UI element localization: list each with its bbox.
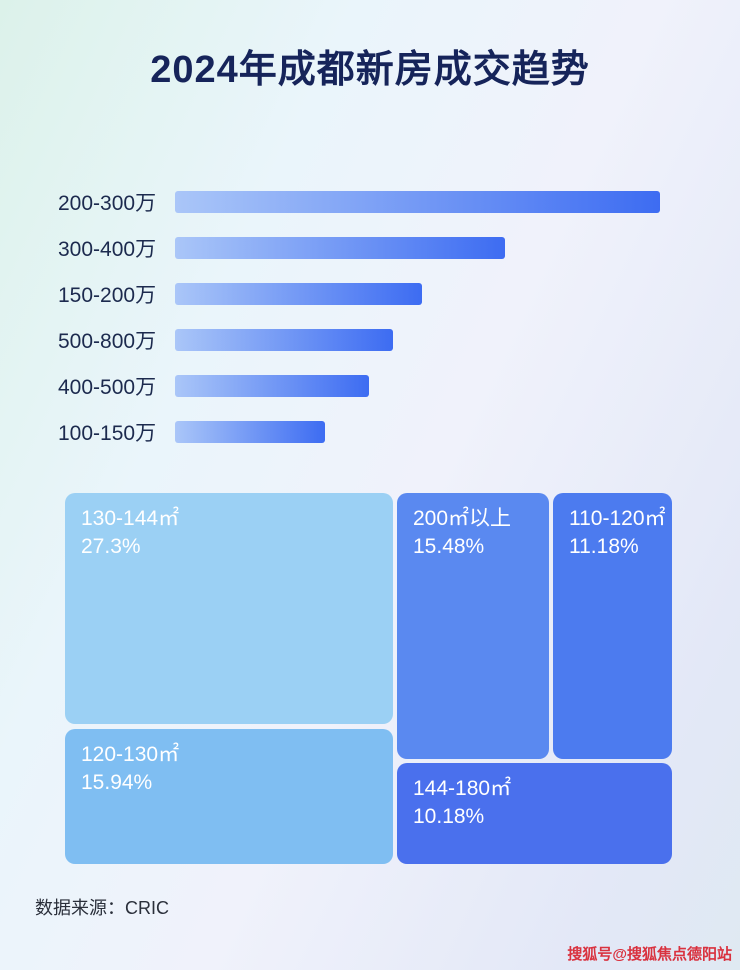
treemap-block: 110-120㎡ 11.18%: [553, 493, 672, 759]
treemap-block-label: 110-120㎡: [569, 507, 666, 530]
bar-fill: [175, 375, 369, 397]
bar-label: 200-300万: [58, 192, 157, 215]
bar-track: [175, 421, 660, 443]
bar-row: 150-200万: [58, 271, 740, 317]
bar-fill: [175, 329, 394, 351]
bar-label: 500-800万: [58, 330, 157, 353]
treemap-block: 200㎡以上 15.48%: [397, 493, 549, 759]
treemap-block-percent: 27.3%: [81, 535, 141, 559]
bar-label: 400-500万: [58, 376, 157, 399]
bar-row: 400-500万: [58, 363, 740, 409]
treemap-block-percent: 15.94%: [81, 771, 153, 795]
bar-track: [175, 283, 660, 305]
treemap-block: 120-130㎡ 15.94%: [65, 729, 393, 864]
treemap-block-percent: 11.18%: [569, 535, 639, 559]
treemap-block: 144-180㎡ 10.18%: [397, 763, 672, 864]
treemap-block-label: 130-144㎡: [81, 507, 180, 530]
treemap-block: 130-144㎡ 27.3%: [65, 493, 393, 724]
treemap-block-label: 200㎡以上: [413, 507, 512, 530]
bar-label: 100-150万: [58, 422, 157, 445]
bar-track: [175, 375, 660, 397]
data-source-label: 数据来源：CRIC: [35, 898, 169, 918]
area-treemap: 130-144㎡ 27.3% 200㎡以上 15.48% 110-120㎡ 11.18% 1…: [65, 493, 672, 864]
bar-track: [175, 191, 660, 213]
bar-row: 500-800万: [58, 317, 740, 363]
bar-row: 100-150万: [58, 409, 740, 455]
bar-track: [175, 329, 660, 351]
page-title: 2024年成都新房成交趋势: [150, 49, 590, 91]
bar-label: 300-400万: [58, 238, 157, 261]
bar-fill: [175, 283, 423, 305]
watermark-text: 搜狐号@搜狐焦点德阳站: [567, 946, 732, 963]
price-bar-chart: 200-300万 300-400万 150-200万 500-800万 400-500万…: [0, 179, 740, 455]
bar-fill: [175, 421, 326, 443]
bar-row: 300-400万: [58, 225, 740, 271]
treemap-block-label: 120-130㎡: [81, 743, 180, 766]
treemap-block-percent: 10.18%: [413, 805, 485, 829]
bar-fill: [175, 237, 505, 259]
bar-row: 200-300万: [58, 179, 740, 225]
treemap-block-percent: 15.48%: [413, 535, 485, 559]
treemap-block-label: 144-180㎡: [413, 777, 512, 800]
bar-label: 150-200万: [58, 284, 157, 307]
bar-track: [175, 237, 660, 259]
bar-fill: [175, 191, 660, 213]
